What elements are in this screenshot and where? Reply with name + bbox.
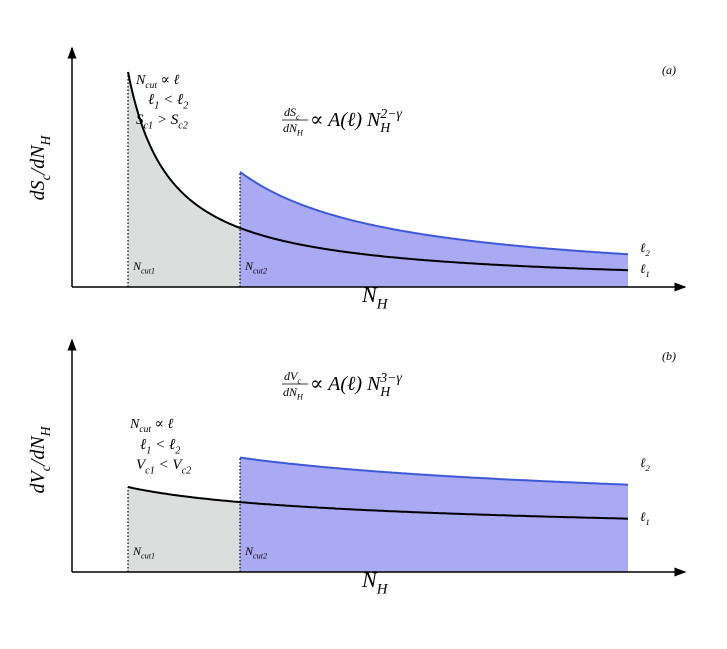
formula-numerator: dVc: [284, 369, 301, 386]
text-segment: 2: [645, 248, 650, 258]
cut-label: Ncut2: [244, 259, 267, 276]
region-fill: [128, 72, 240, 287]
text-segment: N: [129, 417, 140, 432]
text-segment: ℓ: [640, 261, 646, 276]
text-segment: dS: [284, 105, 296, 119]
cut-label: Ncut1: [132, 544, 155, 561]
panel-label: (b): [662, 349, 676, 363]
curve-label: ℓ2: [640, 240, 650, 258]
cut-label: Ncut2: [244, 544, 267, 561]
text-segment: V: [136, 457, 147, 473]
text-segment: /dN: [27, 144, 49, 176]
text-segment: N: [132, 544, 142, 558]
annotation: Ncut ∝ ℓ: [129, 417, 173, 435]
text-segment: < V: [155, 457, 184, 473]
text-segment: cut2: [253, 267, 267, 276]
formula-denominator: dNH: [283, 121, 304, 138]
text-segment: ℓ: [148, 92, 154, 108]
text-segment: 1: [146, 446, 151, 457]
text-segment: < ℓ: [151, 437, 175, 453]
x-axis-label: NH: [361, 282, 389, 313]
panel-label: (a): [662, 63, 676, 77]
text-segment: H: [296, 393, 304, 402]
text-segment: 1: [645, 269, 649, 279]
text-segment: H: [296, 129, 304, 138]
text-segment: H: [38, 134, 53, 146]
text-segment: c2: [178, 121, 188, 132]
text-segment: 2: [175, 446, 180, 457]
text-segment: H: [376, 297, 389, 313]
curve-label: ℓ1: [640, 509, 650, 527]
text-segment: ℓ: [640, 509, 646, 524]
formula-denominator: dNH: [283, 385, 304, 402]
text-segment: cut1: [141, 267, 155, 276]
text-segment: c1: [144, 121, 154, 132]
text-segment: ∝ A(ℓ) N: [310, 109, 382, 131]
text-segment: N: [135, 73, 146, 88]
curve: [239, 456, 629, 486]
text-segment: /dN: [27, 435, 49, 467]
text-segment: c: [296, 113, 300, 122]
y-axis-label: dVc/dNH: [27, 425, 53, 493]
text-segment: 1: [645, 517, 649, 527]
text-segment: H: [38, 425, 53, 437]
y-axis-label: dSc/dNH: [27, 134, 53, 200]
text-segment: ∝ ℓ: [151, 417, 173, 432]
formula-numerator: dSc: [284, 105, 300, 122]
text-segment: dV: [284, 369, 299, 383]
text-segment: cut: [145, 81, 157, 91]
curve: [239, 171, 629, 256]
cut-label: Ncut1: [132, 259, 155, 276]
text-segment: > S: [153, 112, 179, 128]
text-segment: H: [379, 384, 391, 399]
x-axis-label: NH: [361, 567, 389, 598]
text-segment: ∝ A(ℓ) N: [310, 373, 382, 395]
region-fill: [128, 487, 240, 572]
text-segment: c2: [182, 466, 192, 477]
text-segment: 1: [154, 101, 159, 112]
text-segment: N: [244, 259, 254, 273]
curve: [127, 71, 629, 272]
text-segment: cut2: [253, 552, 267, 561]
formula: ∝ A(ℓ) NH2−γ: [310, 106, 402, 135]
text-segment: ℓ: [640, 240, 646, 255]
text-segment: c: [38, 174, 53, 180]
text-segment: 2: [183, 101, 188, 112]
text-segment: 3−γ: [379, 370, 402, 385]
text-segment: ℓ: [640, 455, 646, 470]
text-segment: ∝ ℓ: [157, 73, 179, 88]
text-segment: 2: [645, 463, 650, 473]
text-segment: cut1: [141, 552, 155, 561]
text-segment: N: [361, 282, 378, 307]
curve-label: ℓ2: [640, 455, 650, 473]
text-segment: dN: [283, 385, 298, 399]
formula: ∝ A(ℓ) NH3−γ: [310, 370, 402, 399]
text-segment: H: [379, 120, 391, 135]
text-segment: c: [38, 465, 53, 471]
text-segment: c: [297, 377, 301, 386]
text-segment: < ℓ: [159, 92, 183, 108]
annotation: Vc1 < Vc2: [136, 457, 191, 477]
annotation: Sc1 > Sc2: [136, 112, 188, 132]
annotation: ℓ1 < ℓ2: [148, 92, 188, 112]
text-segment: 2−γ: [380, 106, 402, 121]
text-segment: c1: [145, 466, 155, 477]
text-segment: ℓ: [140, 437, 146, 453]
text-segment: cut: [139, 425, 151, 435]
curve: [127, 486, 629, 520]
text-segment: S: [136, 112, 144, 128]
text-segment: N: [361, 567, 378, 592]
region-fill: [240, 457, 628, 572]
text-segment: dV: [27, 469, 49, 494]
curve-label: ℓ1: [640, 261, 650, 279]
text-segment: dN: [283, 121, 298, 135]
annotation: ℓ1 < ℓ2: [140, 437, 180, 457]
text-segment: N: [132, 259, 142, 273]
text-segment: H: [376, 582, 389, 598]
region-fill: [240, 171, 628, 287]
annotation: Ncut ∝ ℓ: [135, 73, 179, 91]
text-segment: N: [244, 544, 254, 558]
text-segment: dS: [27, 180, 49, 200]
